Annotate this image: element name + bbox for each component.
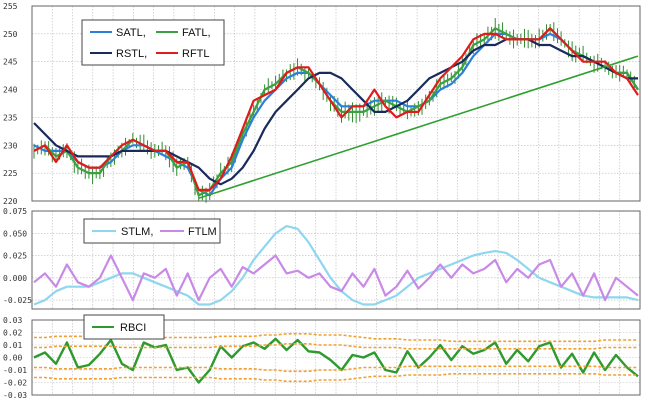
y-tick-label: 240 bbox=[3, 86, 18, 95]
y-tick-label: 0.075 bbox=[3, 207, 27, 216]
price-legend-box bbox=[81, 19, 225, 66]
series-line-band-lower-2 bbox=[34, 372, 638, 383]
legend-label-rbci: RBCI bbox=[120, 322, 146, 334]
legend-label-satl: SATL, bbox=[116, 27, 146, 39]
series-line-stlm bbox=[33, 225, 639, 306]
stlm-ftlm-panel-frame bbox=[31, 210, 641, 310]
legend-label-rstl: RSTL, bbox=[116, 48, 147, 60]
y-tick-label: 250 bbox=[3, 30, 18, 39]
stlm-ftlm-y-ticks: 0.075 0.050 0.025 0.000 -0.025 bbox=[3, 207, 32, 305]
y-tick-label: -0.03 bbox=[3, 391, 27, 400]
y-tick-label: 0.02 bbox=[3, 329, 22, 338]
price-legend: SATL, FATL, RSTL, RFTL bbox=[81, 19, 225, 66]
legend-label-stlm: STLM, bbox=[121, 226, 153, 238]
series-line-trendline bbox=[198, 55, 639, 199]
rbci-legend: RBCI bbox=[83, 314, 165, 340]
legend-label-ftlm: FTLM bbox=[188, 226, 217, 238]
stlm-ftlm-lines bbox=[33, 225, 639, 306]
price-panel: 255 250 245 240 235 230 225 220 SATL, FATL, RST… bbox=[3, 2, 641, 206]
price-panel-frame bbox=[31, 5, 641, 202]
y-tick-label: 220 bbox=[3, 197, 18, 206]
rbci-panel: 0.03 0.02 0.01 0.00 -0.01 -0.02 -0.03 RBCI bbox=[3, 314, 641, 400]
y-tick-label: 235 bbox=[3, 113, 18, 122]
y-tick-label: 0.025 bbox=[3, 252, 27, 261]
stlm-ftlm-legend: STLM, FTLM bbox=[83, 218, 221, 244]
price-lines bbox=[33, 27, 639, 199]
y-tick-label: 0.01 bbox=[3, 341, 22, 350]
series-line-band-lower-1 bbox=[34, 365, 638, 373]
legend-label-rftl: RFTL bbox=[182, 48, 210, 60]
y-tick-label: 245 bbox=[3, 58, 18, 67]
series-line-rftl bbox=[33, 27, 639, 191]
y-tick-label: -0.025 bbox=[3, 296, 32, 305]
y-tick-label: -0.02 bbox=[3, 379, 27, 388]
series-line-rstl bbox=[33, 38, 638, 186]
series-line-ftlm bbox=[33, 254, 639, 302]
y-tick-label: 230 bbox=[3, 141, 18, 150]
y-tick-label: 0.000 bbox=[3, 274, 27, 283]
y-tick-label: 225 bbox=[3, 169, 18, 178]
rbci-panel-frame bbox=[31, 319, 641, 396]
price-y-ticks: 255 250 245 240 235 230 225 220 bbox=[3, 2, 18, 206]
y-tick-label: 0.00 bbox=[3, 354, 22, 363]
y-tick-label: 0.03 bbox=[3, 316, 22, 325]
legend-label-fatl: FATL, bbox=[182, 27, 211, 39]
y-tick-label: 0.050 bbox=[3, 229, 27, 238]
series-line-band-upper-1 bbox=[34, 342, 638, 350]
series-line-rbci bbox=[33, 337, 639, 384]
y-tick-label: 255 bbox=[3, 2, 18, 11]
stlm-ftlm-panel: 0.075 0.050 0.025 0.000 -0.025 STLM, FTLM bbox=[3, 207, 641, 310]
y-tick-label: -0.01 bbox=[3, 366, 27, 375]
rbci-y-ticks: 0.03 0.02 0.01 0.00 -0.01 -0.02 -0.03 bbox=[3, 316, 27, 400]
